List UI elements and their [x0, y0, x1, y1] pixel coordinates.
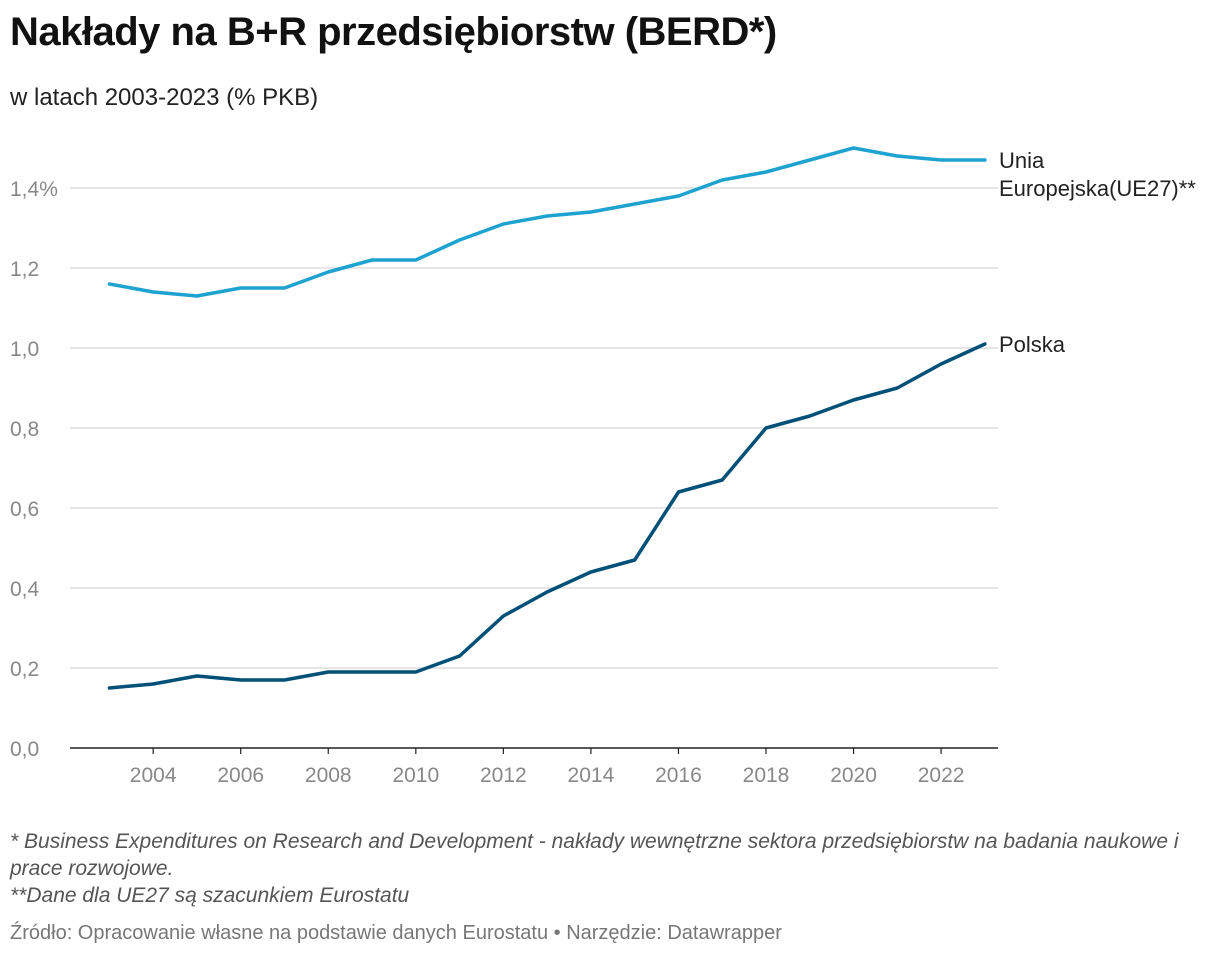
y-tick-label: 0,6 — [10, 498, 39, 521]
data-point — [633, 558, 637, 562]
x-tick-label: 2006 — [217, 764, 264, 787]
y-tick-label: 1,2 — [10, 258, 39, 281]
series-label: Europejska(UE27)** — [999, 176, 1196, 201]
data-point — [239, 286, 243, 290]
data-point — [720, 478, 724, 482]
data-point — [370, 670, 374, 674]
data-point — [808, 158, 812, 162]
data-point — [414, 258, 418, 262]
data-point — [720, 178, 724, 182]
data-point — [896, 154, 900, 158]
data-point — [764, 170, 768, 174]
data-point — [808, 414, 812, 418]
series-label: Polska — [999, 332, 1066, 357]
data-point — [239, 678, 243, 682]
data-point — [458, 238, 462, 242]
y-tick-label: 1,0 — [10, 338, 39, 361]
chart-subtitle: w latach 2003-2023 (% PKB) — [10, 84, 319, 111]
y-tick-label: 0,0 — [10, 738, 39, 761]
x-tick-label: 2012 — [480, 764, 527, 787]
data-point — [983, 158, 987, 162]
data-point — [545, 214, 549, 218]
series-lines — [107, 146, 987, 690]
y-tick-label: 1,4% — [10, 178, 58, 201]
y-tick-label: 0,2 — [10, 658, 39, 681]
footnotes: * Business Expenditures on Research and … — [10, 828, 1210, 909]
data-point — [545, 590, 549, 594]
x-tick-label: 2008 — [305, 764, 352, 787]
x-axis-ticks: 2004 2006 2008 2010 2012 2014 2016 2018 2020 2022 — [130, 748, 965, 787]
data-point — [633, 202, 637, 206]
data-point — [414, 670, 418, 674]
data-point — [326, 270, 330, 274]
data-point — [852, 398, 856, 402]
data-point — [502, 222, 506, 226]
x-tick-label: 2020 — [830, 764, 877, 787]
series-line — [107, 342, 987, 690]
data-point — [983, 342, 987, 346]
y-tick-label: 0,4 — [10, 578, 40, 601]
line-chart: 0,00,20,40,60,81,01,21,4% 2004 2006 2008 20… — [10, 146, 1196, 787]
data-point — [677, 194, 681, 198]
data-point — [326, 670, 330, 674]
series-label: Unia — [999, 148, 1045, 173]
series-line — [107, 146, 987, 298]
x-tick-label: 2018 — [743, 764, 790, 787]
footnote-berd: * Business Expenditures on Research and … — [10, 830, 1179, 880]
x-tick-label: 2014 — [568, 764, 615, 787]
data-point — [589, 570, 593, 574]
data-point — [283, 286, 287, 290]
data-point — [283, 678, 287, 682]
x-tick-label: 2004 — [130, 764, 177, 787]
data-point — [151, 682, 155, 686]
footnote-eu27: **Dane dla UE27 są szacunkiem Eurostatu — [10, 884, 410, 907]
data-point — [502, 614, 506, 618]
x-tick-label: 2022 — [918, 764, 965, 787]
data-point — [589, 210, 593, 214]
data-point — [939, 362, 943, 366]
data-point — [151, 290, 155, 294]
data-point — [677, 490, 681, 494]
data-point — [939, 158, 943, 162]
gridlines — [70, 187, 998, 669]
x-tick-label: 2016 — [655, 764, 702, 787]
series-labels: Unia Europejska(UE27)** Polska — [999, 148, 1196, 357]
x-tick-label: 2010 — [392, 764, 439, 787]
data-point — [896, 386, 900, 390]
y-tick-label: 0,8 — [10, 418, 39, 441]
chart-title: Nakłady na B+R przedsiębiorstw (BERD*) — [10, 10, 777, 54]
data-point — [458, 654, 462, 658]
source-line: Źródło: Opracowanie własne na podstawie … — [10, 922, 782, 944]
data-point — [108, 686, 112, 690]
data-point — [195, 294, 199, 298]
data-point — [852, 146, 856, 150]
y-axis-ticks: 0,0 0,2 0,4 0,6 0,8 1,0 1,2 1,4% — [10, 178, 58, 761]
data-point — [764, 426, 768, 430]
data-point — [195, 674, 199, 678]
data-point — [108, 282, 112, 286]
data-point — [370, 258, 374, 262]
